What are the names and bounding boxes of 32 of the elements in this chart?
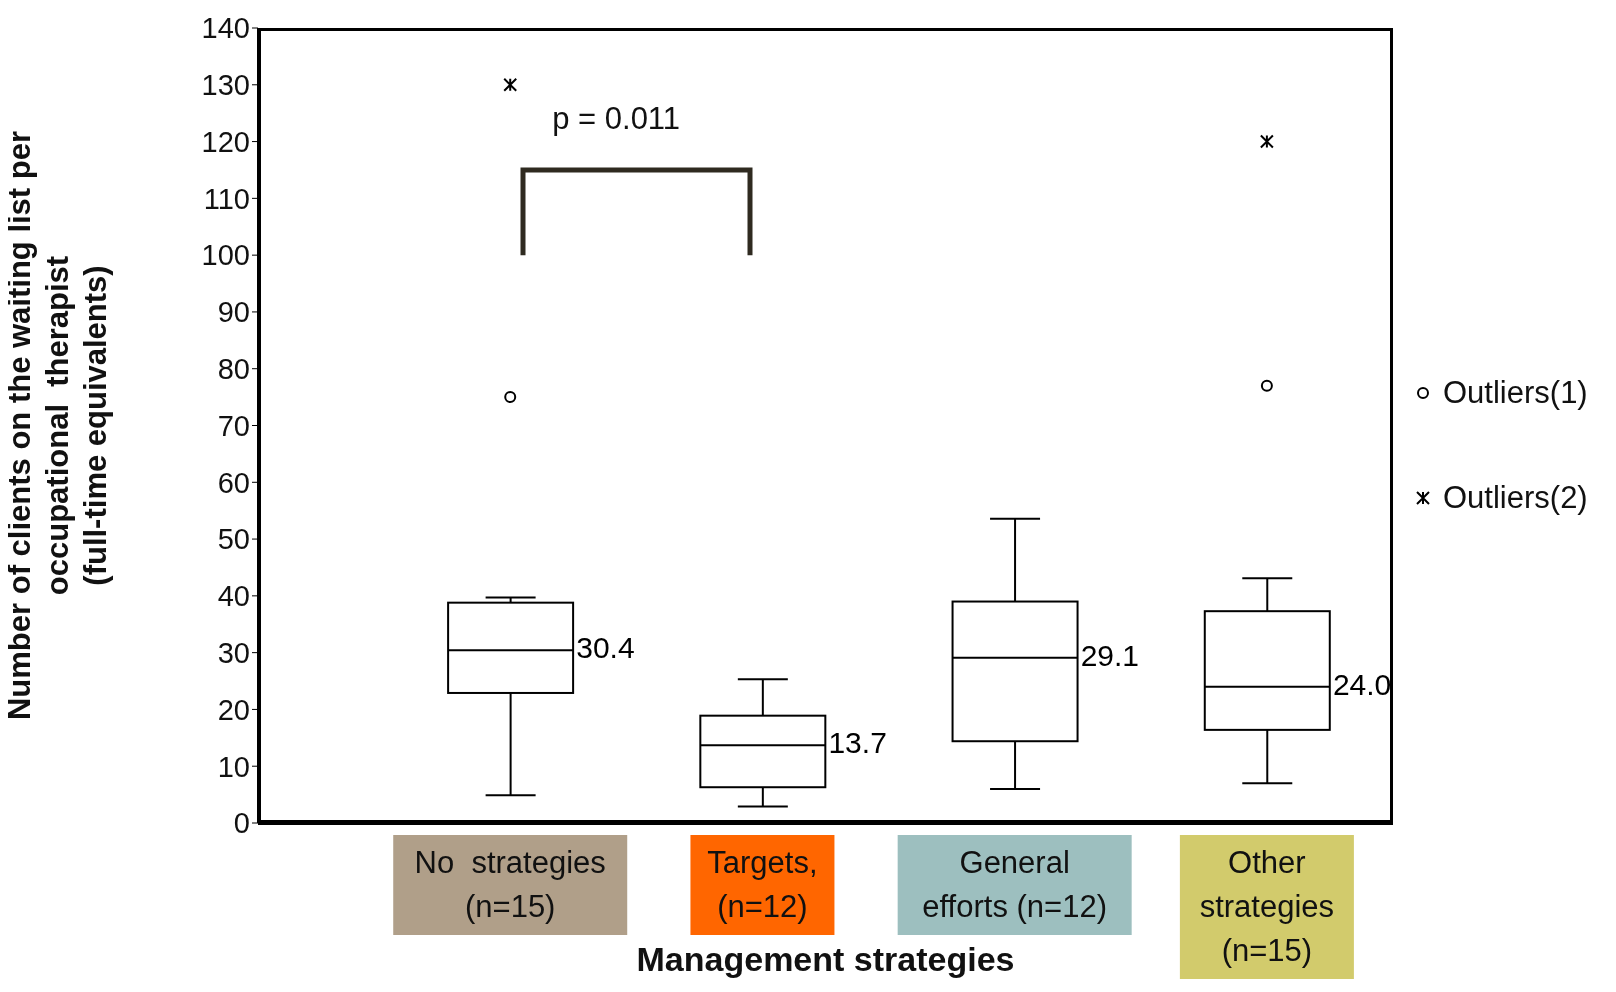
y-tick-label: 110 bbox=[203, 182, 250, 215]
y-tick-label: 130 bbox=[201, 69, 250, 102]
y-tick-label: 10 bbox=[217, 750, 250, 783]
x-tick-label: Targets, (n=12) bbox=[707, 845, 818, 924]
y-tick-label: 50 bbox=[217, 523, 250, 556]
x-axis-title: Management strategies bbox=[636, 940, 1015, 978]
y-tick-label: 80 bbox=[217, 353, 250, 386]
y-tick-label: 70 bbox=[217, 409, 250, 442]
annotation: p = 0.011 bbox=[551, 100, 682, 137]
point bbox=[1259, 134, 1274, 149]
y-tick-label: 60 bbox=[217, 466, 250, 499]
annotation: 30.4 bbox=[576, 631, 635, 666]
x-tick-label: Other strategies (n=15) bbox=[1199, 845, 1335, 968]
annotation: 29.1 bbox=[1080, 638, 1140, 673]
y-tick-label: 40 bbox=[217, 580, 250, 613]
annotation: 24.0 bbox=[1332, 667, 1392, 702]
legend-label: Outliers(2) bbox=[1443, 479, 1588, 516]
x-tick-label: No strategies (n=15) bbox=[414, 845, 606, 924]
point bbox=[503, 77, 518, 92]
y-tick-label: 90 bbox=[217, 296, 250, 329]
y-tick-label: 140 bbox=[201, 12, 250, 45]
y-tick-label: 120 bbox=[201, 125, 250, 158]
y-tick-label: 0 bbox=[233, 807, 250, 840]
x-tick-label: General efforts (n=12) bbox=[922, 845, 1107, 924]
y-tick-label: 20 bbox=[217, 693, 250, 726]
y-tick-label: 30 bbox=[217, 636, 250, 669]
point bbox=[504, 391, 517, 404]
y-axis-title: Number of clients on the waiting list per occupational therapist (full-time equivalents) bbox=[2, 130, 113, 721]
legend-label: Outliers(1) bbox=[1443, 374, 1588, 411]
y-tick-label: 100 bbox=[201, 239, 250, 272]
point bbox=[1260, 379, 1273, 392]
annotation: 13.7 bbox=[828, 726, 887, 761]
